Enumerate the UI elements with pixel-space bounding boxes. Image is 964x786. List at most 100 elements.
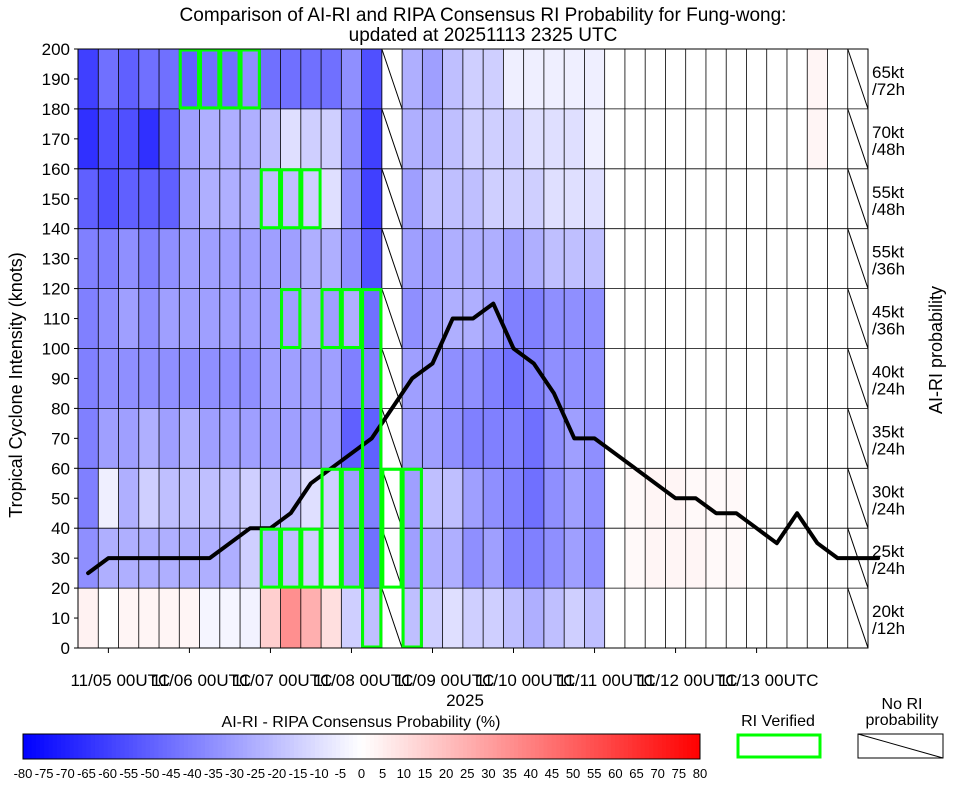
heatmap-cell [138, 588, 160, 649]
ri-verified-box [401, 467, 423, 649]
colorbar-tick-label: -80 [14, 766, 33, 781]
heatmap-cell [665, 588, 686, 649]
colorbar-segment [310, 734, 316, 759]
colorbar-segment [99, 734, 104, 759]
heatmap-cell [685, 528, 707, 589]
colorbar-tick-label: 45 [545, 766, 559, 781]
colorbar-segment [82, 734, 87, 759]
heatmap-cell [199, 228, 221, 289]
heatmap-cell [564, 588, 585, 649]
heatmap-cell [786, 228, 808, 289]
colorbar-segment [463, 734, 468, 759]
heatmap-cell [98, 228, 119, 289]
y-tick-label: 30 [51, 549, 70, 568]
colorbar-segment [78, 734, 83, 759]
heatmap-cell [503, 588, 524, 649]
heatmap-cell [260, 108, 281, 170]
heatmap-cell [402, 528, 423, 589]
threshold-window: /24h [872, 499, 905, 518]
heatmap-cell [321, 108, 342, 170]
y-tick-label: 110 [43, 310, 70, 329]
colorbar-tick-label: 15 [418, 766, 432, 781]
colorbar-segment [103, 734, 109, 759]
heatmap-cell [260, 408, 281, 469]
colorbar-segment [188, 734, 193, 759]
heatmap-cells [78, 49, 849, 649]
heatmap-cell [300, 49, 322, 110]
colorbar-segment [259, 734, 265, 759]
heatmap-cell [179, 168, 200, 229]
heatmap-cell [624, 408, 646, 469]
heatmap-cell [645, 168, 666, 229]
heatmap-cell [138, 108, 160, 170]
x-tick-label: 11/06 00UTC [151, 671, 251, 690]
colorbar-segment [649, 734, 654, 759]
heatmap-cell [624, 588, 646, 649]
heatmap-cell [786, 108, 808, 170]
heatmap-cell [543, 108, 565, 170]
heatmap-cell [260, 288, 281, 349]
colorbar-segment [171, 734, 176, 759]
heatmap-cell [179, 468, 200, 529]
y-tick-label: 90 [51, 369, 70, 388]
no-ri-legend-line2: probability [866, 712, 939, 729]
colorbar-segment [581, 734, 587, 759]
colorbar-tick-label: 40 [524, 766, 538, 781]
heatmap-cell [807, 288, 828, 349]
heatmap-cell [321, 588, 342, 649]
heatmap-cell [402, 228, 423, 289]
colorbar-segment [467, 734, 473, 759]
threshold-label: 55kt [872, 243, 904, 262]
heatmap-cell [726, 49, 747, 110]
colorbar-segment [577, 734, 583, 759]
heatmap-cell [159, 588, 180, 649]
heatmap-cell [138, 228, 160, 289]
y-tick-label: 190 [42, 70, 70, 89]
heatmap-cell [766, 588, 788, 649]
heatmap-cell [483, 528, 504, 589]
colorbar-segment [670, 734, 676, 759]
no-probability-diagonal [381, 108, 403, 169]
heatmap-cell [280, 168, 302, 229]
heatmap-cell [786, 49, 808, 110]
heatmap-cell [98, 49, 119, 110]
colorbar-segment [61, 734, 66, 759]
x-tick-label: 11/12 00UTC [638, 671, 738, 690]
no-probability-diagonal [847, 348, 869, 409]
colorbar-segment [175, 734, 181, 759]
colorbar-segment [116, 734, 121, 759]
colorbar-segment [209, 734, 214, 759]
heatmap-cell [624, 468, 646, 529]
heatmap-cell [300, 468, 322, 529]
heatmap-cell [219, 49, 241, 110]
colorbar-segment [137, 734, 142, 759]
threshold-window: /36h [872, 320, 905, 339]
ri-verified-box [320, 467, 342, 589]
no-probability-diagonal [381, 288, 403, 349]
heatmap-cell [138, 288, 160, 349]
colorbar-segment [196, 734, 202, 759]
heatmap-cell [665, 528, 686, 589]
heatmap-cell [645, 228, 666, 289]
heatmap-cell [118, 228, 140, 289]
colorbar-segment [281, 734, 286, 759]
heatmap-cell [361, 228, 383, 289]
colorbar-segment [243, 734, 248, 759]
colorbar-tick-label: -10 [310, 766, 329, 781]
ri-verified-box [361, 288, 383, 649]
heatmap-cell [645, 288, 666, 349]
no-probability-diagonal [847, 587, 869, 649]
heatmap-cell [361, 588, 383, 649]
colorbar-segment [391, 734, 396, 759]
colorbar-segment [162, 734, 168, 759]
heatmap-cell [300, 408, 322, 469]
heatmap-cell [746, 228, 768, 289]
heatmap-cell [483, 108, 504, 170]
heatmap-cell [240, 288, 261, 349]
heatmap-cell [685, 228, 707, 289]
colorbar-segment [336, 734, 341, 759]
heatmap-cell [503, 168, 524, 229]
heatmap-cell [280, 288, 302, 349]
colorbar-segment [526, 734, 532, 759]
